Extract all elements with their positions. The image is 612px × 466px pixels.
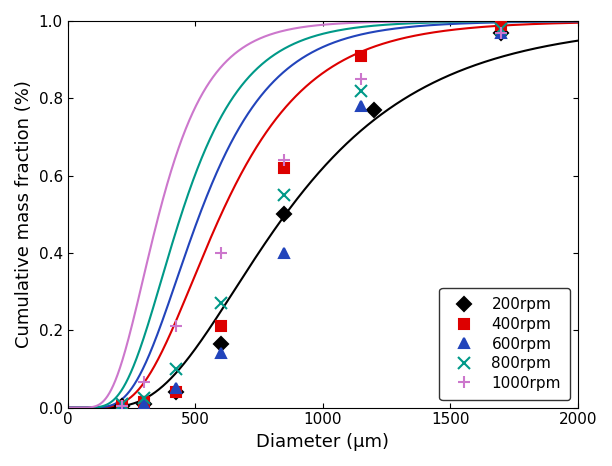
- 1000rpm: [281, 158, 288, 163]
- 1000rpm: [118, 403, 125, 408]
- 600rpm: [118, 403, 125, 408]
- 600rpm: [141, 401, 148, 406]
- 400rpm: [173, 389, 180, 395]
- 200rpm: [141, 401, 148, 406]
- 600rpm: [498, 30, 505, 35]
- Line: 600rpm: 600rpm: [117, 28, 506, 411]
- 800rpm: [118, 401, 125, 406]
- 1000rpm: [141, 380, 148, 385]
- 400rpm: [281, 165, 288, 171]
- 1000rpm: [173, 323, 180, 329]
- 400rpm: [217, 323, 225, 329]
- 200rpm: [217, 341, 225, 347]
- Line: 400rpm: 400rpm: [117, 20, 506, 411]
- 200rpm: [173, 389, 180, 395]
- 800rpm: [217, 301, 225, 306]
- 400rpm: [118, 403, 125, 408]
- 800rpm: [173, 366, 180, 372]
- 400rpm: [498, 22, 505, 27]
- 800rpm: [498, 26, 505, 32]
- Line: 1000rpm: 1000rpm: [116, 27, 507, 412]
- 200rpm: [281, 212, 288, 217]
- X-axis label: Diameter (μm): Diameter (μm): [256, 433, 389, 451]
- 800rpm: [141, 395, 148, 401]
- Legend: 200rpm, 400rpm, 600rpm, 800rpm, 1000rpm: 200rpm, 400rpm, 600rpm, 800rpm, 1000rpm: [439, 288, 570, 400]
- 1000rpm: [357, 76, 365, 82]
- 400rpm: [141, 399, 148, 404]
- Line: 800rpm: 800rpm: [116, 23, 507, 409]
- Line: 200rpm: 200rpm: [117, 28, 506, 411]
- 600rpm: [173, 385, 180, 391]
- 200rpm: [498, 30, 505, 35]
- 1000rpm: [217, 250, 225, 256]
- 1000rpm: [498, 30, 505, 35]
- 200rpm: [370, 107, 378, 113]
- 200rpm: [118, 403, 125, 408]
- 400rpm: [357, 53, 365, 59]
- 800rpm: [357, 88, 365, 93]
- 800rpm: [281, 192, 288, 198]
- 600rpm: [281, 250, 288, 256]
- 600rpm: [357, 103, 365, 109]
- Y-axis label: Cumulative mass fraction (%): Cumulative mass fraction (%): [15, 80, 33, 348]
- 600rpm: [217, 351, 225, 356]
